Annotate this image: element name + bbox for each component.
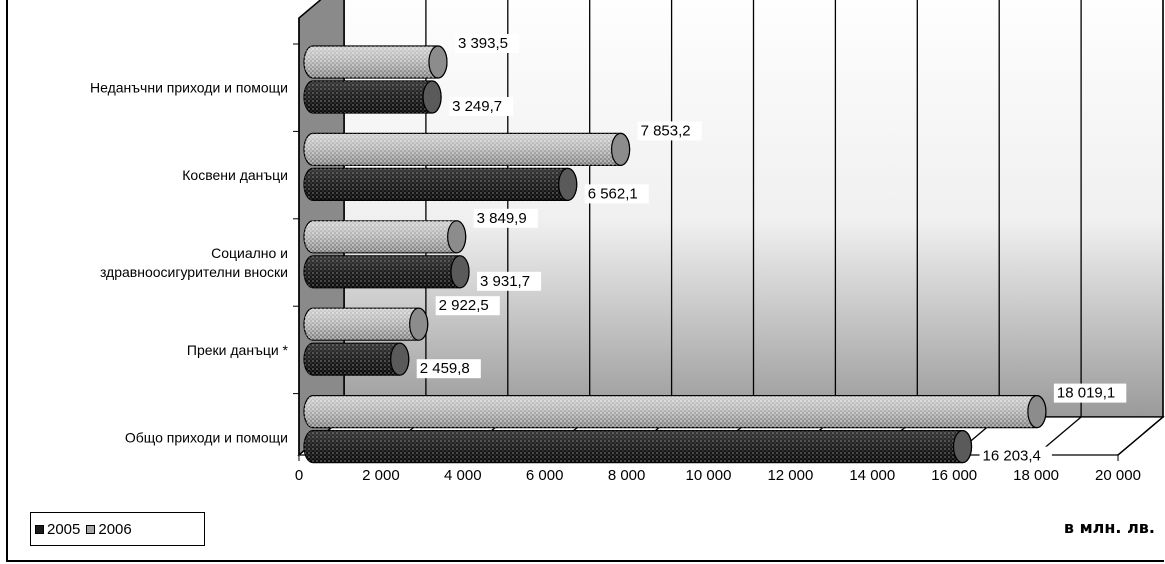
data-label-bg <box>477 271 542 291</box>
data-label-bg <box>979 446 1052 466</box>
legend-swatch-2006 <box>86 524 96 534</box>
bar-2006-4-texture <box>304 395 1046 428</box>
x-tick-label: 12 000 <box>767 467 813 484</box>
data-label-bg <box>449 97 514 116</box>
legend-item-2006: 2006 <box>86 520 132 538</box>
data-label-2005-0: 3 249,7 <box>452 98 502 115</box>
x-tick-label: 18 000 <box>1013 467 1059 484</box>
bar-2005-1-cap <box>558 167 578 201</box>
bar-2005-0-texture <box>304 81 442 113</box>
legend-label-2006: 2006 <box>98 520 132 538</box>
legend-item-2005: 2005 <box>35 521 80 538</box>
floor-edge <box>1117 416 1164 456</box>
bar-2006-2-texture <box>304 220 466 253</box>
category-label: Общо приходи и помощи <box>125 429 288 445</box>
x-tick-label: 6 000 <box>526 467 564 484</box>
data-label-bg <box>1053 383 1127 403</box>
bar-2005-4-texture <box>304 430 972 463</box>
legend-swatch-2005 <box>35 524 44 534</box>
x-tick-label: 2 000 <box>362 467 400 484</box>
data-label-bg <box>435 296 500 316</box>
category-label: Неданъчни приходи и помощи <box>90 80 288 96</box>
bar-2006-4-cap <box>1027 395 1047 429</box>
x-tick-label: 0 <box>295 467 303 484</box>
category-label: Социално и <box>211 245 288 261</box>
data-label-2005-2: 3 931,7 <box>480 273 530 290</box>
bar-2006-2-cap <box>447 220 467 254</box>
bar-2005-3-cap <box>390 342 410 376</box>
chart-frame <box>6 0 1164 562</box>
x-tick-label: 10 000 <box>686 467 732 484</box>
legend-label-2005: 2005 <box>47 520 81 538</box>
bar-2005-4-cap <box>952 430 973 464</box>
bar-2005-2-texture <box>304 255 469 288</box>
x-tick-label: 16 000 <box>931 467 977 484</box>
category-label: Преки данъци * <box>187 342 289 358</box>
bar-2006-0-texture <box>304 46 447 78</box>
data-label-bg <box>454 34 520 53</box>
bar-2005-3-texture <box>304 343 409 376</box>
data-label-bg <box>584 184 649 204</box>
data-label-2006-1: 7 853,2 <box>641 122 691 139</box>
x-tick-label: 4 000 <box>444 467 482 484</box>
bar-2006-1-texture <box>304 133 630 166</box>
bar-2005-2-cap <box>450 255 470 289</box>
x-tick-label: 20 000 <box>1095 467 1141 484</box>
category-label: Косвени данъци <box>182 167 288 183</box>
category-label: здравноосигурителни вноски <box>100 264 288 280</box>
data-label-2006-2: 3 849,9 <box>477 210 527 227</box>
data-label-2006-4: 18 019,1 <box>1057 385 1115 402</box>
bar-2006-3-cap <box>409 307 429 341</box>
bar-2005-1-texture <box>304 168 577 201</box>
data-label-2005-3: 2 459,8 <box>420 360 470 377</box>
bar-2006-1-cap <box>610 132 631 166</box>
bar-2005-0-cap <box>422 80 442 114</box>
bar-2006-0-cap <box>428 45 448 79</box>
data-label-bg <box>416 359 481 379</box>
x-tick-label: 8 000 <box>608 467 646 484</box>
unit-label: в млн. лв. <box>1063 518 1155 537</box>
data-label-bg <box>637 121 702 141</box>
data-label-bg <box>473 208 538 228</box>
legend: 2005 2006 <box>30 512 205 546</box>
data-label-2005-4: 16 203,4 <box>983 448 1041 465</box>
data-label-2006-0: 3 393,5 <box>458 35 508 52</box>
bar-2006-3-texture <box>304 308 428 341</box>
data-label-2006-3: 2 922,5 <box>439 297 489 314</box>
x-tick-label: 14 000 <box>849 467 895 484</box>
data-label-2005-1: 6 562,1 <box>588 185 638 202</box>
